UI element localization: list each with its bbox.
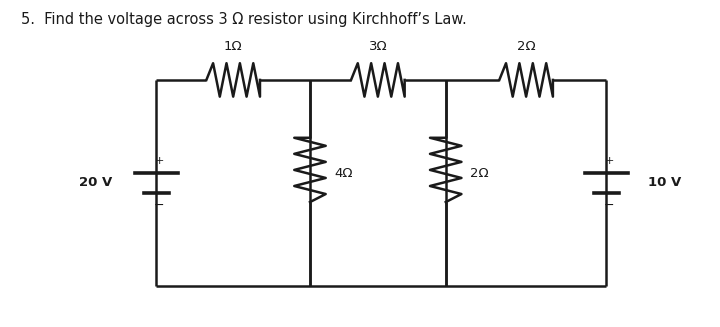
Text: +: + xyxy=(605,156,614,166)
Text: 3Ω: 3Ω xyxy=(369,40,387,53)
Text: 5.  Find the voltage across 3 Ω resistor using Kirchhoff’s Law.: 5. Find the voltage across 3 Ω resistor … xyxy=(21,12,467,27)
Text: −: − xyxy=(154,199,164,212)
Text: 2Ω: 2Ω xyxy=(517,40,536,53)
Text: 2Ω: 2Ω xyxy=(470,167,489,180)
Text: 20 V: 20 V xyxy=(79,176,112,189)
Text: 1Ω: 1Ω xyxy=(224,40,243,53)
Text: 10 V: 10 V xyxy=(649,176,682,189)
Text: 4Ω: 4Ω xyxy=(334,167,353,180)
Text: +: + xyxy=(155,156,164,166)
Text: −: − xyxy=(604,199,615,212)
